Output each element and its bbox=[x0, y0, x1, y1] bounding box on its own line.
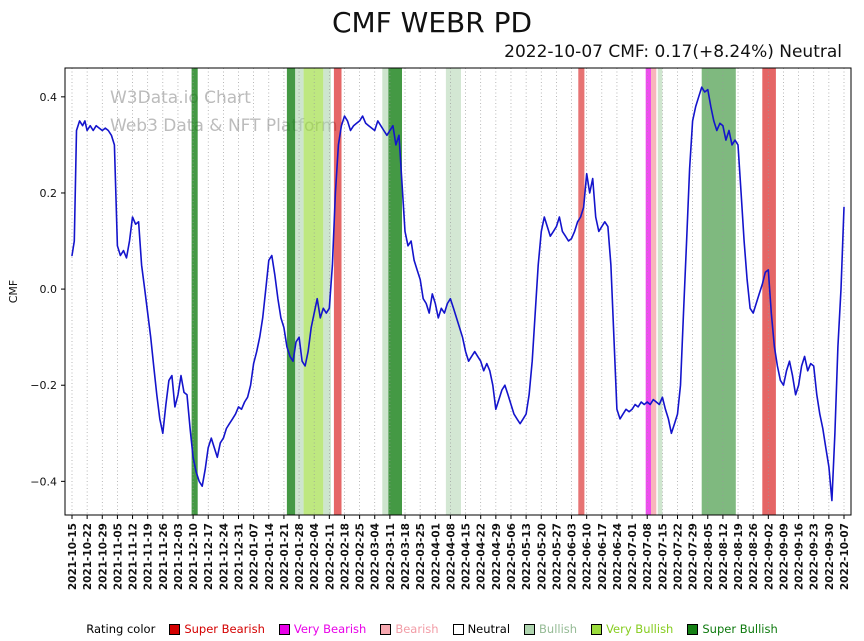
legend-item-label: Bearish bbox=[395, 622, 439, 636]
legend-swatch bbox=[380, 623, 392, 635]
svg-text:2022-07-08: 2022-07-08 bbox=[642, 523, 654, 590]
legend-item-very-bearish: Very Bearish bbox=[278, 622, 367, 636]
svg-text:2022-02-11: 2022-02-11 bbox=[324, 523, 336, 590]
legend-item-bearish: Bearish bbox=[380, 622, 439, 636]
svg-text:2022-08-19: 2022-08-19 bbox=[733, 523, 745, 590]
legend-item-label: Super Bearish bbox=[184, 622, 265, 636]
svg-text:2022-09-02: 2022-09-02 bbox=[763, 523, 775, 590]
svg-text:2022-02-18: 2022-02-18 bbox=[339, 523, 351, 590]
svg-text:2022-04-01: 2022-04-01 bbox=[430, 523, 442, 590]
svg-text:2022-01-28: 2022-01-28 bbox=[294, 523, 306, 590]
svg-text:2022-05-20: 2022-05-20 bbox=[536, 523, 548, 590]
svg-text:−0.4: −0.4 bbox=[30, 475, 57, 488]
legend-swatch bbox=[278, 623, 290, 635]
svg-text:2022-03-18: 2022-03-18 bbox=[400, 523, 412, 590]
watermark: W3Data.io Chart Web3 Data & NFT Platform bbox=[110, 84, 338, 140]
svg-text:2022-06-03: 2022-06-03 bbox=[567, 523, 579, 590]
svg-text:0.0: 0.0 bbox=[40, 283, 58, 296]
svg-text:2022-04-15: 2022-04-15 bbox=[461, 523, 473, 590]
svg-text:2022-09-30: 2022-09-30 bbox=[824, 523, 836, 590]
svg-text:2021-11-05: 2021-11-05 bbox=[112, 523, 124, 590]
svg-text:2022-07-01: 2022-07-01 bbox=[627, 523, 639, 590]
svg-text:2022-08-12: 2022-08-12 bbox=[718, 523, 730, 590]
svg-text:2022-02-25: 2022-02-25 bbox=[355, 523, 367, 590]
svg-text:2022-01-14: 2022-01-14 bbox=[264, 523, 276, 590]
svg-text:2022-04-29: 2022-04-29 bbox=[491, 523, 503, 590]
svg-text:2021-11-19: 2021-11-19 bbox=[143, 523, 155, 590]
svg-text:2022-09-23: 2022-09-23 bbox=[809, 523, 821, 590]
legend-item-label: Very Bullish bbox=[606, 622, 674, 636]
svg-text:2021-11-26: 2021-11-26 bbox=[158, 523, 170, 590]
svg-text:2022-05-06: 2022-05-06 bbox=[506, 523, 518, 590]
chart-title: CMF WEBR PD bbox=[331, 6, 533, 39]
rating-legend: Rating color Super Bearish Very Bearish Be… bbox=[0, 622, 864, 636]
legend-swatch bbox=[169, 623, 181, 635]
legend-item-label: Neutral bbox=[467, 622, 511, 636]
svg-text:2022-05-27: 2022-05-27 bbox=[551, 523, 563, 590]
svg-text:2022-03-04: 2022-03-04 bbox=[370, 523, 382, 590]
watermark-line1: W3Data.io Chart bbox=[110, 88, 251, 108]
legend-item-neutral: Neutral bbox=[452, 622, 511, 636]
legend-item-super-bullish: Super Bullish bbox=[687, 622, 778, 636]
svg-text:2022-01-07: 2022-01-07 bbox=[249, 523, 261, 590]
legend-item-super-bearish: Super Bearish bbox=[169, 622, 265, 636]
chart-subtitle: 2022-10-07 CMF: 0.17(+8.24%) Neutral bbox=[504, 42, 842, 62]
svg-text:2022-09-16: 2022-09-16 bbox=[794, 523, 806, 590]
legend-swatch bbox=[452, 623, 464, 635]
svg-text:2021-10-22: 2021-10-22 bbox=[82, 523, 94, 590]
svg-text:0.4: 0.4 bbox=[40, 91, 58, 104]
legend-item-bullish: Bullish bbox=[524, 622, 577, 636]
svg-text:2022-06-24: 2022-06-24 bbox=[612, 523, 624, 590]
watermark-line2: Web3 Data & NFT Platform bbox=[110, 116, 338, 137]
svg-text:2022-03-11: 2022-03-11 bbox=[385, 523, 397, 590]
svg-text:2022-04-08: 2022-04-08 bbox=[445, 523, 457, 590]
legend-item-label: Bullish bbox=[539, 622, 578, 636]
svg-text:2021-12-24: 2021-12-24 bbox=[218, 523, 230, 590]
svg-text:2022-07-22: 2022-07-22 bbox=[672, 523, 684, 590]
svg-text:2022-05-13: 2022-05-13 bbox=[521, 523, 533, 590]
svg-text:2021-12-31: 2021-12-31 bbox=[234, 523, 246, 590]
legend-swatch bbox=[524, 623, 536, 635]
svg-text:2022-08-05: 2022-08-05 bbox=[703, 523, 715, 590]
svg-text:−0.2: −0.2 bbox=[30, 379, 57, 392]
legend-item-label: Very Bearish bbox=[293, 622, 367, 636]
svg-text:2022-02-04: 2022-02-04 bbox=[309, 523, 321, 590]
legend-item-very-bullish: Very Bullish bbox=[591, 622, 673, 636]
svg-text:2021-12-17: 2021-12-17 bbox=[203, 523, 215, 590]
svg-text:2021-10-29: 2021-10-29 bbox=[97, 523, 109, 590]
svg-text:2021-10-15: 2021-10-15 bbox=[67, 523, 79, 590]
svg-text:2022-01-21: 2022-01-21 bbox=[279, 523, 291, 590]
svg-text:CMF: CMF bbox=[7, 280, 20, 304]
svg-text:2022-03-25: 2022-03-25 bbox=[415, 523, 427, 590]
svg-text:2022-09-09: 2022-09-09 bbox=[778, 523, 790, 590]
svg-text:2021-12-03: 2021-12-03 bbox=[173, 523, 185, 590]
legend-swatch bbox=[591, 623, 603, 635]
svg-text:2021-12-10: 2021-12-10 bbox=[188, 523, 200, 590]
svg-text:2022-06-10: 2022-06-10 bbox=[582, 523, 594, 590]
legend-item-label: Super Bullish bbox=[702, 622, 778, 636]
svg-text:2022-08-26: 2022-08-26 bbox=[748, 523, 760, 590]
svg-text:2022-10-07: 2022-10-07 bbox=[839, 523, 851, 590]
svg-text:2022-06-17: 2022-06-17 bbox=[597, 523, 609, 590]
svg-text:2022-07-29: 2022-07-29 bbox=[688, 523, 700, 590]
legend-swatch bbox=[687, 623, 699, 635]
legend-title: Rating color bbox=[86, 622, 156, 636]
svg-text:2021-11-12: 2021-11-12 bbox=[128, 523, 140, 590]
svg-text:2022-07-15: 2022-07-15 bbox=[657, 523, 669, 590]
svg-text:2022-04-22: 2022-04-22 bbox=[476, 523, 488, 590]
legend-items: Super Bearish Very Bearish Bearish Neutral B… bbox=[169, 622, 778, 636]
svg-text:0.2: 0.2 bbox=[40, 187, 58, 200]
